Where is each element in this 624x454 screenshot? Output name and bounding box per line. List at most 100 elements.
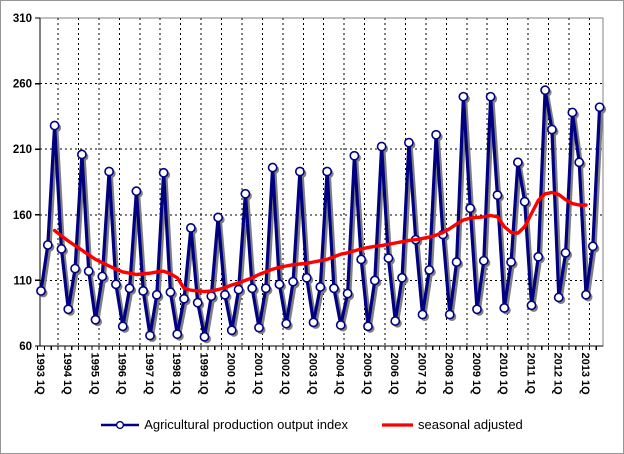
plot-area: 60 110 160 210 260 310 1993 1Q 1994 1Q 1995 1Q 19… [13, 13, 607, 396]
x-tick-label: 2003 1Q [306, 353, 318, 396]
x-tick-label: 2001 1Q [252, 353, 264, 396]
series-output-marker [308, 317, 319, 328]
series-output-marker [349, 150, 360, 161]
legend: Agricultural production output index sea… [1, 417, 623, 432]
series-output-marker [247, 283, 258, 294]
series-output-marker [117, 321, 128, 332]
series-output-marker [233, 284, 244, 295]
series-output-marker [36, 285, 46, 296]
x-tick-label: 2007 1Q [415, 353, 427, 396]
series-output-marker [294, 166, 305, 177]
x-tick-label: 1998 1Q [170, 353, 182, 396]
series-output-marker [274, 279, 285, 290]
x-tick-label: 1995 1Q [88, 353, 100, 396]
series-output-marker [540, 85, 551, 96]
series-output-marker [322, 166, 333, 177]
x-tick-label: 2006 1Q [388, 353, 400, 396]
x-tick-label: 2009 1Q [470, 353, 482, 396]
x-tick-label: 2012 1Q [552, 353, 564, 396]
series-output-marker [145, 330, 155, 341]
line-marker-glyph-icon [101, 420, 140, 429]
x-tick-label: 2013 1Q [579, 353, 591, 396]
series-output-marker [185, 223, 196, 233]
series-output-marker [342, 288, 353, 299]
series-output-marker [363, 321, 373, 332]
series-output-marker [56, 244, 67, 254]
x-tick-label: 2005 1Q [361, 353, 373, 396]
series-output-marker [397, 272, 407, 283]
series-output-marker [63, 304, 74, 315]
series-output-marker [131, 186, 142, 197]
series-output-marker [431, 129, 442, 140]
series-output-marker [240, 188, 251, 199]
x-tick-label: 2010 1Q [497, 353, 509, 396]
series-output-marker [465, 203, 476, 214]
series-output-marker [526, 300, 537, 311]
series-output-marker [192, 297, 203, 308]
series-output-marker [301, 272, 312, 283]
series-output-marker [124, 283, 135, 294]
series-output-marker [519, 196, 530, 207]
series-output-marker [281, 318, 292, 329]
series-output-marker [206, 291, 217, 302]
x-tick-label: 1994 1Q [61, 353, 73, 396]
x-tick-label: 2011 1Q [524, 353, 536, 395]
legend-item-output-index: Agricultural production output index [101, 417, 348, 432]
series-output-marker [42, 240, 53, 250]
legend-item-seasonal-adjusted: seasonal adjusted [381, 417, 523, 432]
series-output-marker [451, 257, 462, 267]
y-tick-label: 310 [13, 13, 32, 25]
series-output-marker [567, 107, 578, 118]
series-output-marker [560, 247, 571, 258]
y-tick-label: 60 [19, 341, 32, 353]
series-output-marker [199, 331, 210, 342]
x-tick-label: 1996 1Q [116, 353, 128, 396]
series-output-marker [383, 253, 394, 263]
x-tick-label: 2002 1Q [279, 353, 291, 396]
series-output-marker [390, 316, 401, 326]
series-output-marker [512, 157, 523, 168]
series-output-marker [472, 304, 482, 315]
series-output-marker [506, 257, 516, 267]
series-output-marker [315, 282, 326, 292]
x-tick-label: 1999 1Q [197, 353, 209, 396]
series-output-marker [594, 102, 605, 113]
series-output-marker [97, 271, 108, 282]
series-output-marker [329, 283, 339, 294]
y-tick-label: 260 [13, 79, 32, 91]
series-output-marker [158, 167, 169, 178]
series-output-marker [76, 149, 87, 160]
x-tick-label: 2008 1Q [443, 353, 455, 396]
series-output-marker [165, 287, 176, 298]
series-output-marker [220, 289, 230, 300]
series-output-marker [104, 166, 115, 177]
series-output-marker [83, 266, 94, 277]
series-output-marker [260, 283, 271, 294]
series-output-marker [417, 309, 428, 320]
series-output-marker [492, 190, 503, 201]
series-output-marker [499, 303, 510, 313]
series-output-marker [533, 251, 544, 262]
series-output-marker [356, 254, 367, 265]
series-output-marker [335, 320, 346, 330]
series-output-marker [581, 289, 591, 300]
series-output-marker [179, 293, 189, 304]
series-output-marker [369, 275, 380, 286]
series-output-marker [376, 141, 387, 152]
series-output-marker [553, 292, 564, 303]
series-output-marker [288, 276, 298, 287]
series-output-marker [587, 241, 598, 252]
series-output-marker [485, 91, 496, 102]
series-output-marker [458, 91, 469, 102]
y-tick-label: 210 [13, 144, 32, 156]
series-output-marker [226, 325, 237, 336]
series-output-marker [547, 124, 557, 135]
series-output-marker [172, 329, 183, 340]
x-tick-label: 1993 1Q [34, 353, 46, 396]
series-output-marker [111, 279, 121, 290]
series-output-marker [444, 309, 455, 320]
series-output-marker [138, 285, 149, 296]
x-tick-label: 2004 1Q [334, 353, 346, 396]
series-output-marker [424, 265, 435, 275]
